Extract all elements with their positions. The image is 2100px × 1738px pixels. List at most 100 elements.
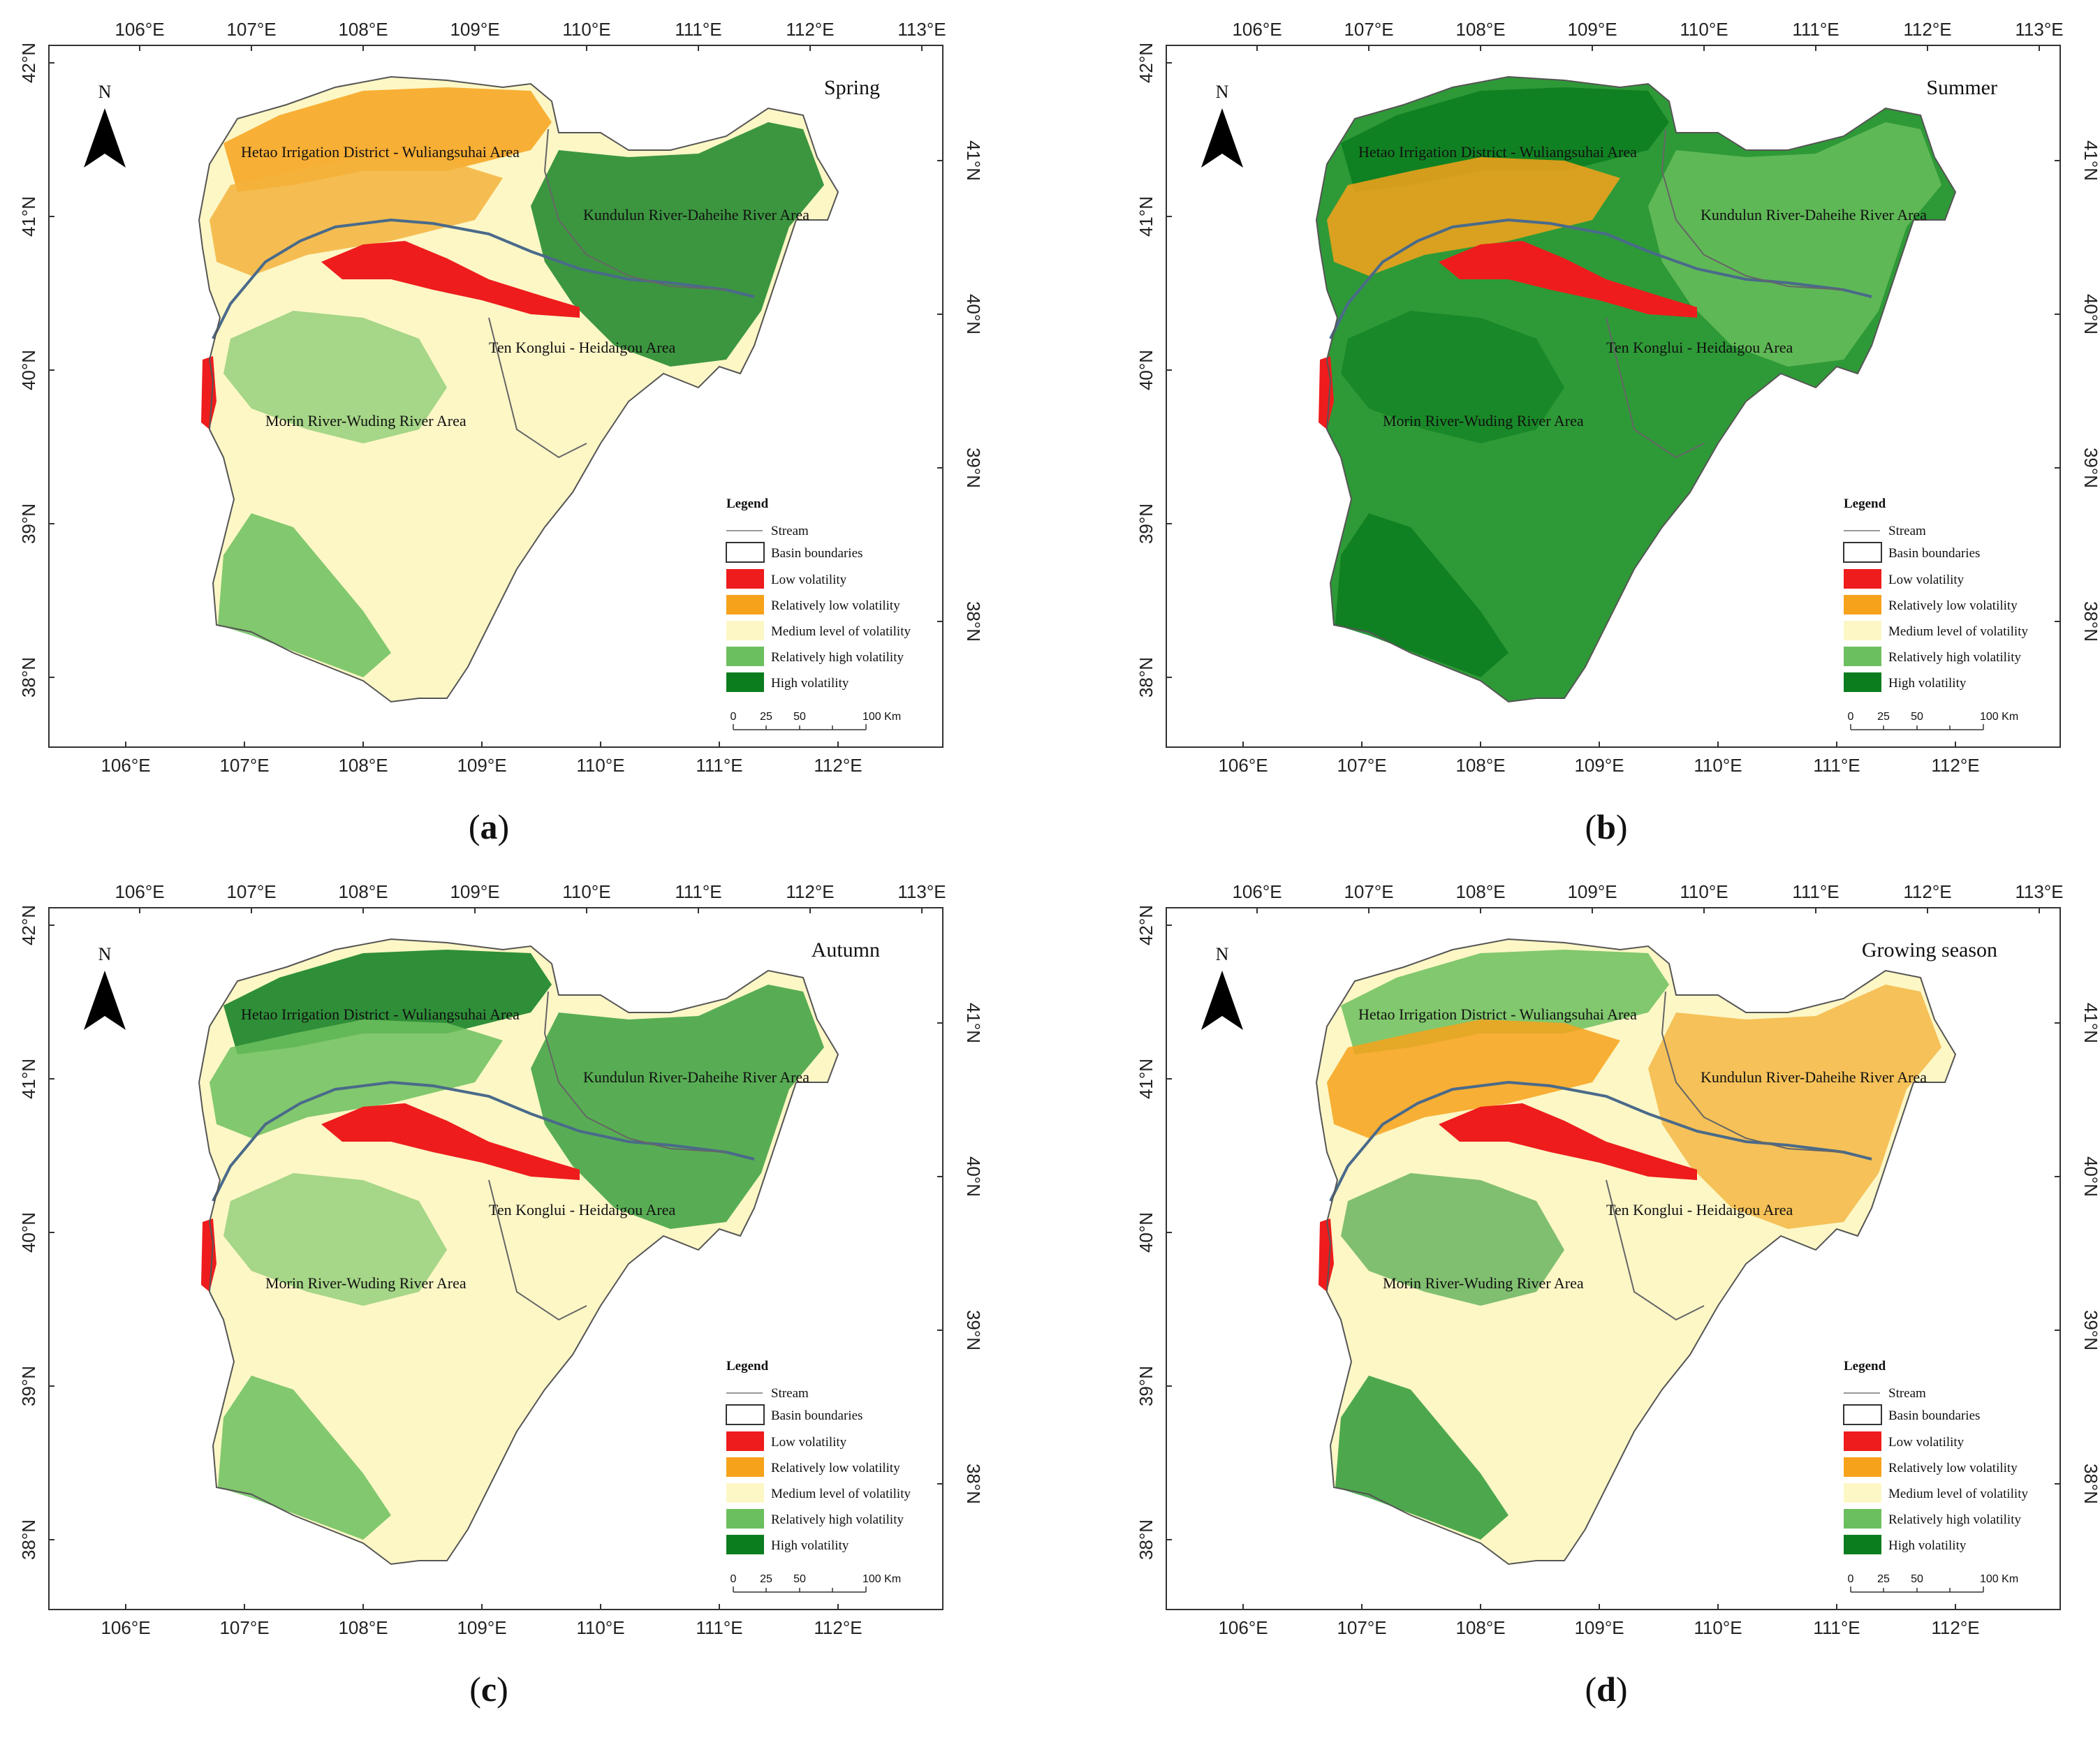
lat-label-left: 42°N	[18, 43, 39, 83]
north-arrow-icon	[1201, 108, 1243, 168]
basin-outline	[198, 75, 839, 703]
basin-map	[198, 75, 839, 703]
basin-map	[198, 938, 839, 1566]
region-label-hetao: Hetao Irrigation District - Wuliangsuhai…	[241, 1006, 520, 1023]
lat-label-left: 42°N	[18, 905, 39, 945]
legend-class-label: Relatively high volatility	[1888, 650, 2021, 665]
center-zone-patch	[223, 1173, 447, 1306]
legend-class-label: Low volatility	[1888, 1435, 1965, 1450]
center-zone-patch	[1341, 1173, 1564, 1306]
lat-label-right: 40°N	[963, 294, 984, 334]
basin-legend-symbol	[1843, 1404, 1882, 1425]
lon-label-top: 113°E	[2015, 881, 2063, 902]
lon-label-bottom: 111°E	[696, 755, 742, 776]
legend: Legend Stream Basin boundaries Low volat…	[1843, 496, 2028, 730]
lon-ticks-bottom: 106°E 107°E 108°E 109°E 110°E 111°E 112°E	[1218, 742, 1980, 776]
legend-basin: Basin boundaries	[771, 1408, 862, 1423]
lat-ticks-left: 42°N 41°N 40°N 39°N 38°N	[18, 905, 54, 1560]
lon-label-top: 112°E	[1903, 19, 1951, 40]
scale-label: 0	[1848, 711, 1854, 723]
lat-label-left: 41°N	[1136, 1059, 1157, 1099]
lon-label-bottom: 112°E	[1931, 755, 1979, 776]
scale-label: 25	[760, 1573, 772, 1585]
lat-label-right: 39°N	[963, 448, 984, 488]
lon-ticks-top: 106°E 107°E 108°E 109°E 110°E 111°E 112°E 113°E	[115, 881, 946, 913]
legend-title: Legend	[726, 1359, 769, 1374]
lon-label-top: 111°E	[675, 881, 721, 902]
lat-label-right: 39°N	[2080, 448, 2100, 488]
basin-outline	[1315, 938, 1957, 1566]
legend-swatch-1	[726, 1457, 764, 1477]
hetao-zone-patch	[1327, 157, 1620, 276]
lat-label-right: 39°N	[963, 1310, 984, 1350]
legend-title: Legend	[1844, 496, 1886, 511]
lon-label-bottom: 106°E	[101, 1617, 150, 1638]
scale-label: 100 Km	[862, 1573, 901, 1585]
north-zone-patch	[223, 950, 552, 1054]
lat-label-right: 38°N	[963, 601, 984, 642]
lon-label-top: 110°E	[562, 19, 610, 40]
lat-ticks-right: 41°N 40°N 39°N 38°N	[2055, 140, 2100, 642]
lat-ticks-left: 42°N 41°N 40°N 39°N 38°N	[1136, 43, 1172, 698]
scale-bar: 0 25 50 100 Km	[730, 711, 901, 730]
scale-bar: 0 25 50 100 Km	[1848, 1573, 2018, 1593]
lon-label-top: 109°E	[1567, 881, 1617, 902]
north-arrow: N	[84, 944, 126, 1030]
legend-class-label: Relatively high volatility	[771, 1512, 904, 1527]
lon-label-bottom: 106°E	[1218, 755, 1268, 776]
lon-label-bottom: 111°E	[696, 1617, 742, 1638]
legend-class-label: Relatively low volatility	[771, 1461, 900, 1475]
scale-labels: 0 25 50 100 Km	[1848, 711, 2019, 723]
region-label-ten-konglui: Ten Konglui - Heidaigou Area	[1606, 339, 1793, 356]
lon-label-top: 111°E	[1792, 19, 1839, 40]
map-svg: 106°E 107°E 108°E 109°E 110°E 111°E 112°E 113°E…	[1136, 881, 2100, 1638]
lon-label-top: 108°E	[1455, 881, 1505, 902]
legend-stream: Stream	[771, 524, 809, 538]
east-zone-patch	[1648, 985, 1941, 1229]
season-label: Spring	[824, 76, 880, 99]
legend-stream: Stream	[1888, 1386, 1926, 1401]
lat-label-right: 41°N	[2080, 1003, 2100, 1043]
lon-label-bottom: 112°E	[814, 755, 862, 776]
scale-label: 50	[793, 711, 806, 723]
legend-class-label: Low volatility	[771, 1435, 847, 1450]
map-svg: 106°E 107°E 108°E 109°E 110°E 111°E 112°E 113°E…	[18, 881, 984, 1638]
lon-label-bottom: 108°E	[338, 755, 388, 776]
region-label-kundulun: Kundulun River-Daheihe River Area	[583, 206, 809, 223]
north-arrow-icon	[84, 108, 126, 168]
lon-ticks-top: 106°E 107°E 108°E 109°E 110°E 111°E 112°E 113°E	[1232, 19, 2064, 51]
lon-label-top: 113°E	[897, 881, 946, 902]
lat-label-left: 38°N	[18, 657, 39, 698]
hetao-zone-patch	[210, 157, 503, 276]
legend-swatch-2	[726, 1483, 764, 1503]
lon-label-top: 110°E	[562, 881, 610, 902]
lat-label-right: 38°N	[2080, 601, 2100, 642]
lat-label-right: 40°N	[2080, 294, 2100, 334]
lon-label-bottom: 109°E	[457, 1617, 506, 1638]
lat-label-right: 38°N	[963, 1464, 984, 1504]
legend-swatch-2	[1844, 1483, 1881, 1503]
region-label-hetao: Hetao Irrigation District - Wuliangsuhai…	[1358, 1006, 1637, 1023]
north-arrow-icon	[1201, 971, 1243, 1030]
basin-boundary-line	[1606, 128, 1844, 459]
basin-boundary-line	[488, 128, 727, 459]
lon-label-top: 109°E	[450, 19, 499, 40]
lon-label-bottom: 109°E	[1574, 755, 1624, 776]
legend-class-label: Medium level of volatility	[1888, 1487, 2028, 1501]
scale-label: 25	[760, 711, 772, 723]
basin-map	[1315, 75, 1957, 703]
lon-label-top: 108°E	[338, 19, 388, 40]
legend-swatch-1	[726, 595, 764, 614]
lat-label-right: 41°N	[2080, 140, 2100, 181]
panel-caption: (d)	[1585, 1670, 1628, 1709]
panel-caption: (a)	[468, 807, 510, 846]
lat-label-left: 41°N	[1136, 196, 1157, 237]
north-arrow: N	[1201, 82, 1243, 168]
lon-label-top: 107°E	[226, 19, 276, 40]
panel-caption: (b)	[1585, 807, 1628, 846]
lon-label-top: 107°E	[226, 881, 276, 902]
yellow-river-low-volatility	[321, 1103, 580, 1180]
lon-label-top: 109°E	[450, 881, 499, 902]
lat-ticks-left: 42°N 41°N 40°N 39°N 38°N	[1136, 905, 1172, 1560]
lat-label-left: 39°N	[1136, 503, 1157, 544]
